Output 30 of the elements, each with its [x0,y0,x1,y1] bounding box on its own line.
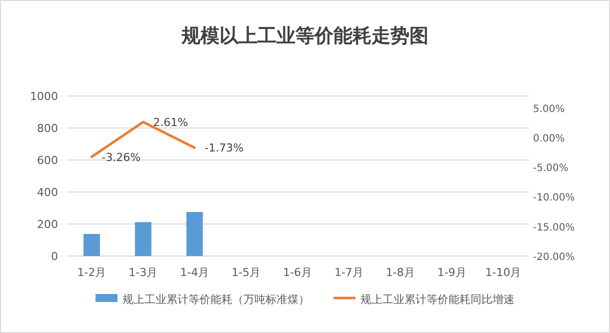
x-tick-label: 1-5月 [232,266,261,279]
x-tick-label: 1-9月 [437,266,466,279]
legend-label: 规上工业累计等价能耗（万吨标准煤） [122,293,310,306]
x-tick-label: 1-6月 [283,266,312,279]
bar [134,222,152,256]
y2-tick-label: -10.00% [533,192,575,204]
bar [186,212,203,256]
data-label: 2.61% [153,116,188,130]
x-tick-label: 1-4月 [180,266,210,279]
x-tick-label: 1-8月 [386,266,415,279]
data-label: -1.73% [204,142,244,155]
y2-tick-label: -20.00% [533,252,575,263]
y-tick-label: 0 [51,250,58,263]
x-tick-label: 1-2月 [77,266,106,279]
x-tick-label: 1-3月 [128,266,158,279]
x-tick-label: 1-10月 [485,266,522,279]
y-tick-label: 800 [37,122,58,135]
y-tick-label: 400 [37,186,58,199]
y2-tick-label: 0.00% [533,133,565,144]
legend-label: 规上工业累计等价能耗同比增速 [360,293,514,306]
chart-title: 规模以上工业等价能耗走势图 [180,25,428,47]
data-label: -3.26% [102,150,141,164]
x-tick-label: 1-7月 [334,266,364,279]
y2-tick-label: -5.00% [533,163,568,174]
y-tick-label: 600 [37,154,58,167]
bar [83,234,100,256]
y-tick-label: 200 [37,218,58,231]
y2-tick-label: -15.00% [533,222,575,234]
y-tick-label: 1000 [30,90,58,103]
y2-tick-label: 5.00% [533,104,565,115]
